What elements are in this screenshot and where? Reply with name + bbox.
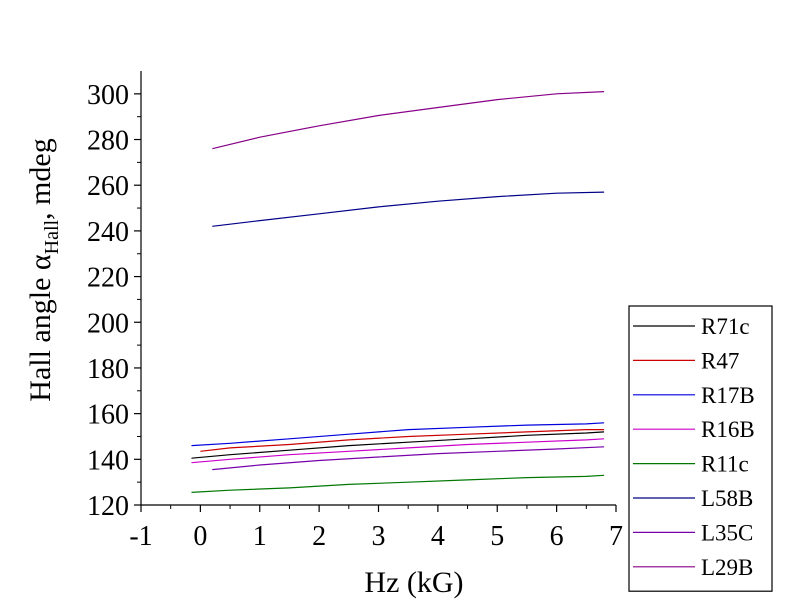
y-tick-label: 300: [87, 80, 129, 111]
x-tick-label: 6: [550, 521, 564, 552]
y-tick-label: 160: [87, 400, 129, 431]
legend: R71c R47 R17B R16B R11c L58B L35C L29B: [628, 305, 773, 592]
legend-label: L58B: [701, 486, 753, 511]
series-line-l58b: [212, 191, 605, 227]
series-line-l35c: [212, 446, 605, 471]
y-tick-label: 180: [87, 354, 129, 385]
y-tick-label: 120: [87, 491, 129, 522]
x-tick-label: -1: [129, 521, 152, 552]
series-line-l29b: [212, 91, 605, 150]
legend-label: R47: [701, 348, 739, 373]
y-axis-title-subscript: Hall: [41, 219, 63, 254]
x-tick-label: 7: [609, 521, 623, 552]
series-line-r17b: [191, 422, 605, 447]
legend-label: R17B: [701, 383, 755, 408]
legend-label: R16B: [701, 417, 755, 442]
legend-label: L29B: [701, 555, 753, 580]
x-tick-label: 2: [312, 521, 326, 552]
y-tick-label: 240: [87, 217, 129, 248]
series-line-r16b: [191, 438, 605, 464]
y-tick-label: 200: [87, 308, 129, 339]
y-axis-title: Hall angle αHall, mdeg: [24, 138, 63, 401]
series-line-r47: [200, 429, 605, 452]
plot-area: [191, 91, 605, 493]
y-tick-label: 140: [87, 445, 129, 476]
y-tick-label: 220: [87, 263, 129, 294]
y-axis-title-tail: , mdeg: [24, 138, 57, 220]
legend-label: R11c: [701, 452, 749, 477]
x-tick-label: 0: [193, 521, 207, 552]
series-line-r11c: [191, 474, 605, 493]
axes: 120 140 160 180 200 220 240 260 280 300 -1 0 1 2 3 4 5 6 7: [87, 71, 623, 552]
x-tick-label: 1: [253, 521, 267, 552]
legend-box: [628, 305, 773, 592]
x-axis-title: Hz (kG): [364, 566, 463, 599]
y-tick-label: 260: [87, 171, 129, 202]
x-tick-label: 5: [490, 521, 504, 552]
y-axis-title-main: Hall angle α: [24, 254, 57, 402]
y-tick-label: 280: [87, 126, 129, 157]
series-line-r71c: [191, 431, 605, 459]
legend-label: L35C: [701, 520, 753, 545]
x-tick-label: 3: [372, 521, 386, 552]
x-tick-label: 4: [431, 521, 445, 552]
legend-label: R71c: [701, 314, 750, 339]
